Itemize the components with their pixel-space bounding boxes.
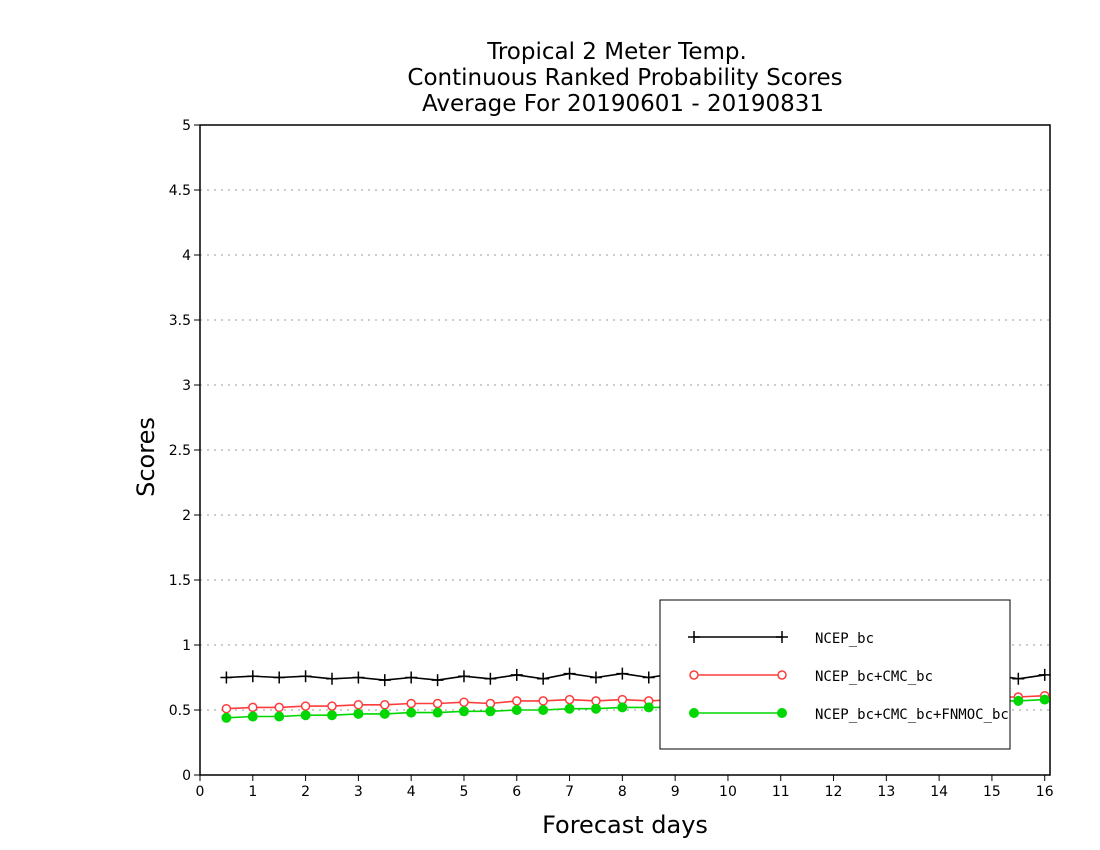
data-point: [380, 700, 390, 710]
x-tick-label: 13: [877, 784, 895, 800]
data-point: [538, 696, 548, 706]
x-tick-label: 0: [196, 784, 205, 800]
y-tick-label: 5: [182, 118, 191, 134]
data-point: [327, 701, 337, 711]
x-tick-label: 3: [354, 784, 363, 800]
data-point: [246, 670, 259, 683]
x-tick-label: 9: [671, 784, 680, 800]
y-tick-label: 4.5: [169, 183, 191, 199]
y-tick-label: 3.5: [169, 313, 191, 329]
data-point: [564, 703, 575, 714]
data-point: [352, 671, 365, 684]
data-point: [274, 711, 285, 722]
legend-marker: [777, 708, 787, 718]
data-point: [300, 710, 311, 721]
legend-samples: [688, 631, 788, 718]
x-tick-label: 7: [565, 784, 574, 800]
data-point: [1039, 694, 1050, 705]
legend: NCEP_bc NCEP_bc+CMC_bc NCEP_bc+CMC_bc+FN…: [659, 599, 1011, 750]
data-point: [458, 706, 469, 717]
data-point: [406, 707, 417, 718]
y-tick-label: 1.5: [169, 573, 191, 589]
x-tick-label: 12: [825, 784, 843, 800]
data-point: [247, 711, 258, 722]
data-point: [379, 708, 390, 719]
legend-marker: [777, 670, 787, 680]
data-point: [248, 702, 258, 713]
data-point: [642, 671, 655, 684]
data-point: [563, 667, 576, 680]
y-tick-label: 0: [182, 768, 191, 784]
data-point: [590, 703, 601, 714]
legend-marker: [689, 670, 699, 680]
x-tick-label: 11: [772, 784, 790, 800]
data-point: [510, 668, 523, 681]
legend-marker: [688, 631, 700, 643]
data-point: [405, 671, 418, 684]
x-tick-label: 4: [407, 784, 416, 800]
data-point: [564, 694, 575, 705]
data-point: [432, 698, 443, 709]
x-tick-label: 8: [618, 784, 627, 800]
chart-title-line-2: Continuous Ranked Probability Scores: [407, 65, 842, 91]
data-point: [484, 672, 497, 685]
y-tick-label: 1: [182, 638, 191, 654]
y-tick-label: 2.5: [169, 443, 191, 459]
x-tick-label: 6: [512, 784, 521, 800]
axes: 00.511.522.533.544.550 1 2 3 4 5 6 7 8 9 10 11 12 13 1…: [169, 118, 1054, 800]
data-point: [1012, 672, 1025, 685]
data-point: [326, 710, 337, 721]
data-point: [406, 698, 416, 709]
x-tick-label: 10: [719, 784, 737, 800]
x-tick-label: 1: [248, 784, 257, 800]
data-point: [378, 674, 391, 687]
x-tick-label: 16: [1036, 784, 1054, 800]
data-point: [273, 671, 286, 684]
y-tick-label: 4: [182, 248, 191, 264]
legend-marker: [689, 708, 699, 718]
x-tick-label: 5: [460, 784, 469, 800]
data-point: [220, 671, 233, 684]
data-point: [616, 667, 629, 680]
data-point: [617, 694, 628, 705]
x-tick-label: 2: [301, 784, 310, 800]
data-point: [221, 712, 232, 723]
data-point: [459, 697, 469, 707]
data-point: [1038, 668, 1051, 681]
data-point: [537, 672, 550, 685]
y-axis-title: Scores: [132, 417, 160, 497]
data-point: [221, 703, 232, 714]
data-point: [457, 670, 470, 683]
legend-label-ncep-cmc-fnmoc: NCEP_bc+CMC_bc+FNMOC_bc: [815, 707, 1009, 723]
data-point: [325, 672, 338, 685]
data-point: [643, 702, 654, 713]
chart-title-line-3: Average For 20190601 - 20190831: [422, 91, 824, 117]
x-tick-label: 14: [930, 784, 948, 800]
data-point: [274, 702, 284, 713]
legend-label-ncep-bc: NCEP_bc: [815, 631, 874, 647]
data-point: [300, 701, 311, 711]
legend-marker: [776, 631, 788, 643]
data-point: [538, 705, 549, 715]
x-tick-label: 15: [983, 784, 1001, 800]
x-axis-title: Forecast days: [542, 811, 708, 839]
data-point: [432, 707, 443, 718]
data-point: [353, 700, 364, 710]
y-tick-label: 0.5: [169, 703, 191, 719]
y-tick-label: 3: [182, 378, 191, 394]
data-point: [431, 674, 444, 687]
data-point: [511, 705, 522, 715]
legend-label-ncep-cmc: NCEP_bc+CMC_bc: [815, 669, 933, 685]
data-point: [512, 696, 522, 706]
data-point: [299, 670, 312, 683]
chart-title-line-1: Tropical 2 Meter Temp.: [486, 39, 747, 65]
data-point: [589, 671, 602, 684]
data-point: [353, 708, 364, 719]
y-tick-label: 2: [182, 508, 191, 524]
data-point: [617, 702, 628, 713]
data-point: [1013, 695, 1024, 706]
data-point: [485, 706, 496, 717]
